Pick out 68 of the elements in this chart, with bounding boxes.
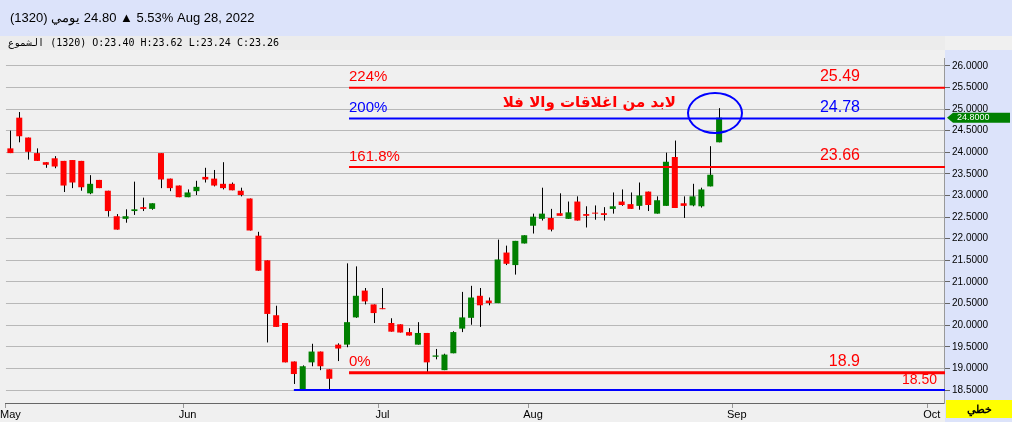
candlestick: [379, 287, 386, 310]
text: خطي: [946, 400, 1012, 418]
candlestick: [680, 195, 687, 219]
candlestick: [352, 265, 359, 319]
annotation: لابد من اغلاقات والا فلا: [502, 92, 676, 111]
y-tick-label: 24.0000: [952, 146, 989, 157]
annotation: 161.8%: [349, 146, 400, 164]
x-tick-label: May: [0, 407, 22, 420]
annotation: 224%: [349, 67, 388, 85]
candlestick: [290, 361, 297, 385]
y-tick-label: 25.5000: [952, 81, 989, 93]
candlestick: [609, 191, 616, 215]
annotation: 200%: [349, 98, 388, 116]
y-tick-label: 19.0000: [952, 362, 989, 374]
candlestick: [16, 111, 23, 143]
candlestick: [326, 368, 333, 391]
candlestick: [308, 343, 315, 367]
y-tick-label: 19.5000: [952, 340, 989, 352]
candlestick: [574, 195, 581, 222]
candlestick: [104, 190, 111, 218]
candlestick: [299, 364, 306, 391]
candlestick: [556, 192, 563, 217]
y-tick-label: 25.0000: [952, 102, 989, 114]
candlestick: [273, 305, 280, 328]
y-tick-label: 18.5000: [952, 383, 989, 395]
candlestick: [414, 321, 421, 346]
candlestick: [689, 183, 696, 207]
candlestick: [468, 285, 475, 326]
x-tick-label: Oct: [923, 407, 941, 420]
y-tick-label: 21.0000: [952, 275, 989, 287]
y-tick-label: 23.0000: [952, 189, 989, 201]
y-tick-label: 22.5000: [952, 210, 989, 222]
candlestick: [87, 174, 94, 195]
candlestick: [69, 159, 76, 189]
ref-line-label: 23.66: [819, 146, 861, 164]
x-tick-label: Aug: [523, 407, 543, 420]
y-tick-label: 22.0000: [952, 232, 989, 244]
candlestick: [698, 187, 705, 209]
ref-line-label: 18.50: [901, 370, 938, 387]
candlestick: [131, 181, 138, 216]
candlestick: [707, 145, 714, 187]
x-tick-label: Jul: [375, 407, 390, 420]
x-tick-label: Sep: [727, 407, 747, 420]
y-tick-label: 20.0000: [952, 318, 989, 330]
candlestick: [503, 245, 510, 266]
candlestick: [583, 205, 590, 228]
y-tick-label: 26.0000: [952, 59, 989, 71]
y-tick-label: 24.5000: [952, 124, 989, 136]
ref-line-label: 24.78: [819, 97, 861, 115]
candlestick: [592, 204, 599, 221]
candlestick: [600, 206, 607, 222]
ref-line-label: 18.9: [828, 352, 861, 370]
x-tick-label: Jun: [178, 407, 197, 420]
annotation: 0%: [349, 352, 371, 370]
y-tick-label: 21.5000: [952, 254, 989, 266]
y-tick-label: 23.5000: [952, 167, 989, 179]
candlestick: [636, 182, 643, 211]
y-tick-label: 20.5000: [952, 297, 989, 309]
candlestick: [538, 187, 545, 222]
candlestick: [219, 161, 227, 190]
ref-line-label: 25.49: [819, 67, 861, 85]
candlestick: [476, 287, 483, 328]
candlestick: [547, 208, 554, 232]
candlestick: [344, 262, 351, 348]
text: 24.8000: [957, 112, 990, 123]
candlestick: [459, 291, 466, 333]
candlestick: [530, 213, 537, 235]
candlestick: [370, 303, 377, 324]
